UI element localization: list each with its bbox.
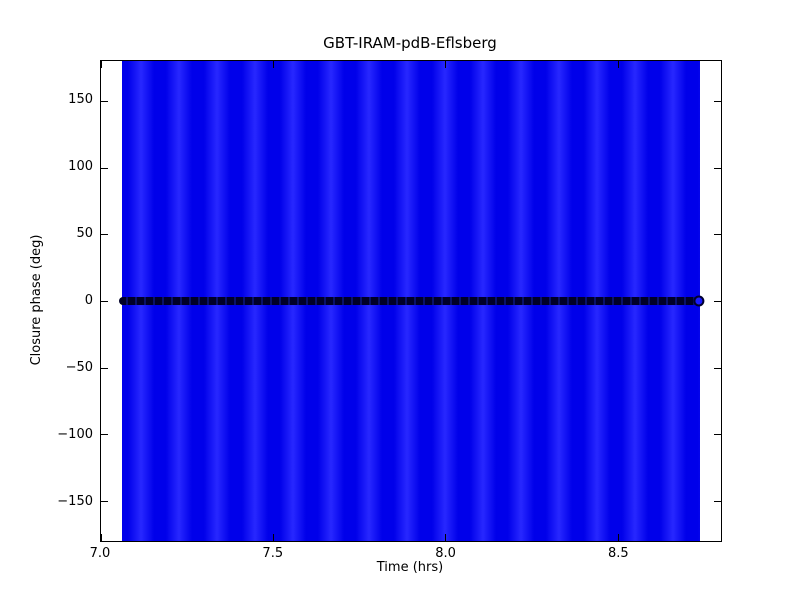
y-tick-label: −100 [57,426,93,442]
y-tick-mark [101,234,108,236]
x-tick-mark [101,534,102,541]
x-tick-mark [101,61,102,68]
x-tick-label: 8.5 [607,546,629,561]
x-tick-label: 7.0 [89,546,111,561]
y-tick-mark [101,167,108,169]
y-tick-label: 0 [84,293,93,308]
y-tick-mark [101,434,108,436]
plot-title: GBT-IRAM-pdB-Eflsberg [323,34,497,52]
x-axis-label: Time (hrs) [376,560,444,575]
data-point-band [118,297,703,305]
y-tick-label: 150 [68,92,93,108]
y-tick-mark [101,100,108,102]
y-tick-mark [101,501,108,502]
y-tick-mark [714,100,721,102]
y-tick-mark [714,434,721,436]
y-tick-label: 50 [76,226,93,242]
x-tick-label: 7.5 [262,546,284,561]
last-data-point-marker [693,295,705,307]
y-tick-label: −50 [65,359,93,375]
x-tick-mark [273,61,275,68]
y-tick-mark [714,367,721,369]
y-tick-mark [714,167,721,169]
x-tick-mark [445,61,447,68]
plot-area [100,60,722,542]
x-tick-mark [273,534,275,541]
y-tick-label: −150 [57,493,93,509]
x-tick-mark [445,534,447,541]
y-tick-mark [101,367,108,369]
y-tick-mark [714,234,721,236]
y-tick-label: 100 [68,159,93,175]
x-tick-mark [617,61,619,68]
y-tick-mark [101,301,108,302]
x-tick-mark [617,534,619,541]
y-tick-mark [714,301,721,302]
x-tick-label: 8.0 [435,546,456,561]
y-tick-mark [714,501,721,502]
